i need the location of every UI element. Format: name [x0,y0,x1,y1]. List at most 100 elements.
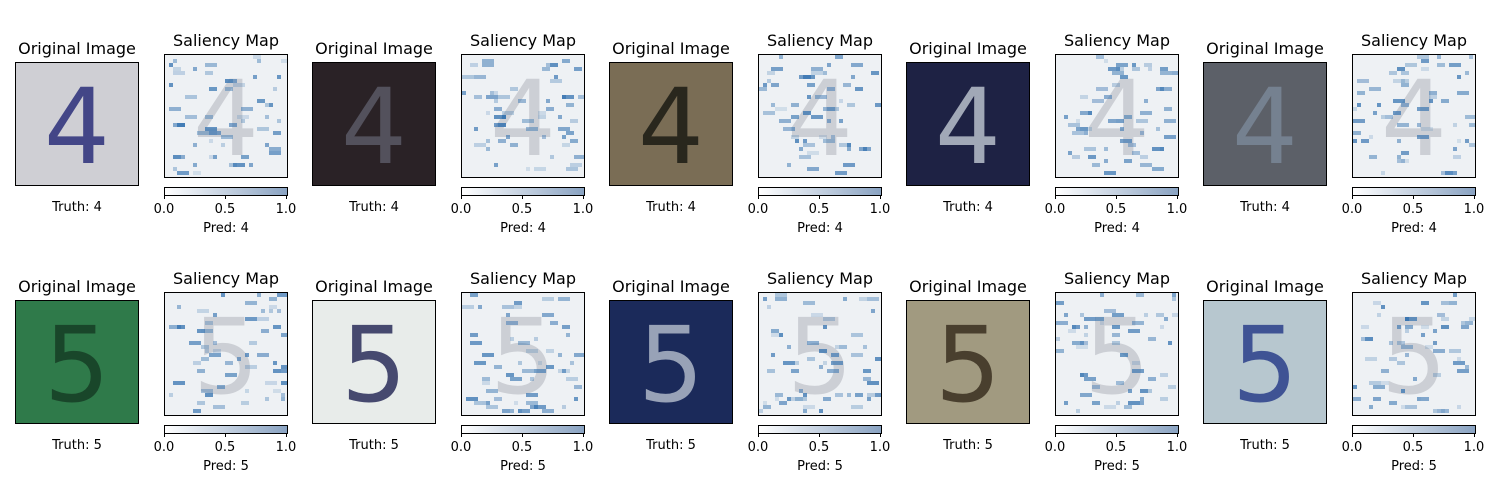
digit-glyph: 5 [341,304,407,423]
digit-glyph: 4 [1232,66,1298,185]
colorbar [164,425,288,434]
colorbar-tick-label: 0.5 [808,440,830,455]
colorbar-tick-label: 0.5 [808,202,830,217]
digit-glyph: 4 [638,66,704,185]
colorbar-tick-label: 1.0 [869,440,891,455]
colorbar-tick-mark [1413,195,1414,199]
colorbar-ticks: 0.0 0.5 1.0 [738,195,902,218]
saliency-map-title: Saliency Map [767,269,873,288]
colorbar-tick-label: 0.5 [214,202,236,217]
truth-label: Truth: 5 [943,438,993,453]
colorbar [461,187,585,196]
colorbar-tick-mark [1116,433,1117,437]
colorbar-tick-mark [522,433,523,437]
saliency-map-title: Saliency Map [1064,31,1170,50]
svg-text:5: 5 [1381,296,1447,415]
colorbar-ticks: 0.0 0.5 1.0 [1035,433,1199,456]
colorbar-tick-mark [819,433,820,437]
original-image-title: Original Image [18,277,136,296]
colorbar-tick-mark [1352,433,1353,437]
colorbar-tick-mark [1177,433,1178,437]
colorbar-tick-label: 0.0 [153,440,175,455]
digit-glyph: 5 [935,304,1001,423]
colorbar-tick-label: 1.0 [275,440,297,455]
colorbar-tick-mark [461,195,462,199]
colorbar-tick-label: 0.0 [153,202,175,217]
colorbar-ticks: 0.0 0.5 1.0 [441,433,605,456]
pred-label: Pred: 5 [203,459,249,474]
colorbar-tick-label: 0.5 [1402,440,1424,455]
svg-text:5: 5 [193,296,259,415]
colorbar-tick-label: 0.5 [511,440,533,455]
pred-label: Pred: 4 [797,221,843,236]
original-image-title: Original Image [909,39,1027,58]
original-image: 5 [1203,300,1327,424]
saliency-map-title: Saliency Map [173,31,279,50]
saliency-map-title: Saliency Map [1361,269,1467,288]
colorbar-tick-mark [164,195,165,199]
saliency-map-image: 4 [1055,54,1179,178]
truth-label: Truth: 4 [646,200,696,215]
saliency-map-title: Saliency Map [767,31,873,50]
original-image: 4 [1203,62,1327,186]
truth-label: Truth: 4 [349,200,399,215]
original-image-title: Original Image [1206,39,1324,58]
saliency-map-title: Saliency Map [173,269,279,288]
saliency-map-title: Saliency Map [470,31,576,50]
saliency-map-image: 4 [758,54,882,178]
saliency-map-image: 5 [164,292,288,416]
pred-label: Pred: 4 [1391,221,1437,236]
colorbar-tick-mark [583,433,584,437]
truth-label: Truth: 5 [1240,438,1290,453]
colorbar-tick-mark [880,433,881,437]
colorbar-tick-mark [286,195,287,199]
colorbar-tick-label: 0.5 [214,440,236,455]
saliency-map-image: 4 [164,54,288,178]
colorbar-ticks: 0.0 0.5 1.0 [1035,195,1199,218]
digit-glyph: 5 [638,304,704,423]
original-image: 4 [906,62,1030,186]
colorbar-tick-label: 1.0 [572,202,594,217]
colorbar-tick-label: 1.0 [275,202,297,217]
colorbar-tick-label: 0.0 [450,440,472,455]
colorbar [758,187,882,196]
original-image: 5 [609,300,733,424]
colorbar-tick-label: 0.5 [1105,202,1127,217]
original-image-title: Original Image [315,277,433,296]
colorbar-tick-label: 0.0 [1044,440,1066,455]
colorbar-ticks: 0.0 0.5 1.0 [1332,195,1496,218]
colorbar-tick-label: 0.0 [450,202,472,217]
colorbar-tick-mark [286,433,287,437]
colorbar-ticks: 0.0 0.5 1.0 [441,195,605,218]
colorbar-tick-mark [880,195,881,199]
svg-text:5: 5 [787,296,853,415]
pred-label: Pred: 4 [500,221,546,236]
colorbar-tick-label: 0.5 [511,202,533,217]
colorbar-ticks: 0.0 0.5 1.0 [144,195,308,218]
saliency-map-title: Saliency Map [1064,269,1170,288]
colorbar [1055,187,1179,196]
svg-text:4: 4 [1381,58,1447,177]
colorbar-tick-mark [1055,195,1056,199]
original-image-title: Original Image [315,39,433,58]
colorbar-tick-label: 1.0 [1166,202,1188,217]
colorbar-tick-mark [164,433,165,437]
colorbar-tick-mark [225,433,226,437]
digit-glyph: 4 [341,66,407,185]
colorbar-tick-mark [225,195,226,199]
colorbar-tick-mark [1116,195,1117,199]
original-image-title: Original Image [612,277,730,296]
colorbar-tick-label: 0.0 [1341,440,1363,455]
truth-label: Truth: 5 [646,438,696,453]
saliency-map-image: 4 [461,54,585,178]
original-image-title: Original Image [612,39,730,58]
original-image-title: Original Image [909,277,1027,296]
colorbar-tick-mark [1413,433,1414,437]
colorbar-tick-label: 0.0 [1044,202,1066,217]
colorbar-tick-mark [583,195,584,199]
truth-label: Truth: 4 [52,200,102,215]
colorbar-tick-label: 0.0 [747,440,769,455]
truth-label: Truth: 5 [349,438,399,453]
colorbar [1352,425,1476,434]
colorbar-tick-mark [1474,195,1475,199]
